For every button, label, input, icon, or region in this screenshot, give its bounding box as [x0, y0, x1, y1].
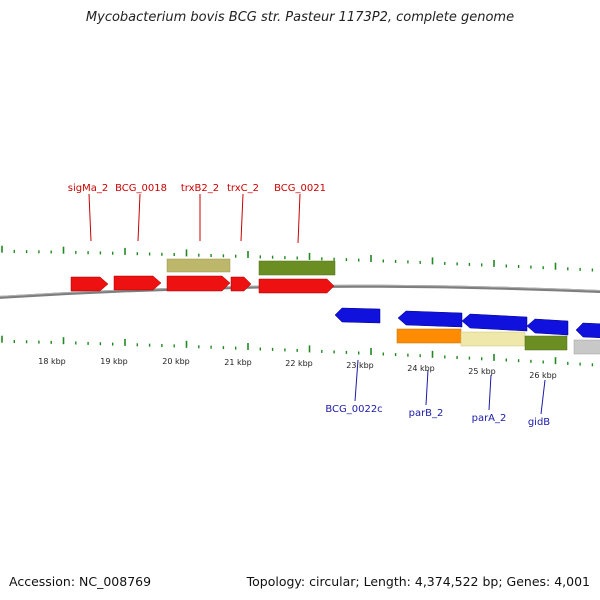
feature-olive-lower[interactable]	[524, 335, 568, 351]
label-trxC_2[interactable]: trxC_2	[227, 183, 259, 194]
feature-orange[interactable]	[396, 328, 462, 344]
map-title: Mycobacterium bovis BCG str. Pasteur 117…	[85, 10, 515, 25]
label-BCG_0022c[interactable]: BCG_0022c	[325, 404, 382, 415]
label-trxB2_2[interactable]: trxB2_2	[181, 183, 219, 194]
topology-summary: Topology: circular; Length: 4,374,522 bp…	[246, 574, 590, 589]
label-parB_2[interactable]: parB_2	[409, 408, 444, 419]
label-parA_2[interactable]: parA_2	[472, 413, 507, 424]
scale-label-21: 21 kbp	[224, 358, 252, 367]
scale-label-20: 20 kbp	[162, 357, 190, 366]
scale-label-19: 19 kbp	[100, 357, 128, 366]
outer-tick-ring	[1, 245, 594, 272]
gene-parB_2[interactable]	[397, 310, 463, 328]
gene-trxB2_2[interactable]	[166, 275, 231, 292]
feature-khaki[interactable]	[166, 258, 231, 273]
gene-offscreen[interactable]	[575, 322, 600, 339]
feature-olive[interactable]	[258, 260, 336, 276]
gene-BCG_0021[interactable]	[258, 278, 335, 294]
label-sigMa_2[interactable]: sigMa_2	[68, 183, 108, 194]
scale-label-22: 22 kbp	[285, 359, 313, 368]
gene-sigMa_2[interactable]	[70, 276, 109, 292]
forward-gene-labels: sigMa_2 BCG_0018 trxB2_2 trxC_2 BCG_0021	[68, 183, 326, 244]
scale-label-23: 23 kbp	[346, 361, 374, 370]
scale-label-18: 18 kbp	[38, 357, 66, 366]
scale-label-24: 24 kbp	[407, 364, 435, 373]
scale-labels: 18 kbp 19 kbp 20 kbp 21 kbp 22 kbp 23 kb…	[38, 357, 557, 380]
inner-tick-ring	[1, 335, 594, 367]
feature-pale[interactable]	[460, 331, 526, 347]
feature-grey[interactable]	[573, 339, 600, 355]
reverse-gene-labels: BCG_0022c parB_2 parA_2 gidB	[325, 359, 550, 428]
gene-parA_2[interactable]	[461, 313, 528, 332]
label-gidB[interactable]: gidB	[528, 417, 550, 428]
gene-gidB[interactable]	[526, 318, 569, 336]
gene-BCG_0022c[interactable]	[334, 307, 381, 324]
scale-label-26: 26 kbp	[529, 371, 557, 380]
label-BCG_0021[interactable]: BCG_0021	[274, 183, 326, 194]
gene-trxC_2[interactable]	[230, 276, 252, 292]
accession-text: Accession: NC_008769	[9, 574, 152, 589]
label-BCG_0018[interactable]: BCG_0018	[115, 183, 167, 194]
scale-label-25: 25 kbp	[468, 367, 496, 376]
gene-BCG_0018[interactable]	[113, 275, 162, 291]
